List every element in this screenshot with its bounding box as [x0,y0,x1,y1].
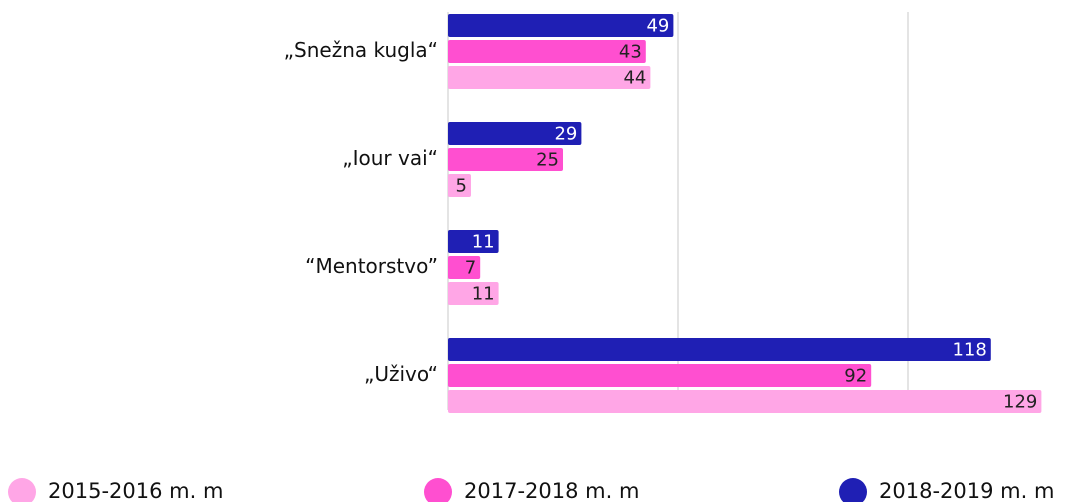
bar [448,282,499,305]
data-label: 25 [536,150,559,171]
bar [448,66,651,89]
legend-label: 2015-2016 m. m [48,479,223,502]
bar [448,256,481,279]
data-label: 5 [456,176,467,197]
bar [448,40,646,63]
legend-label: 2017-2018 m. m [464,479,639,502]
category-label: “Mentorstvo” [305,254,438,278]
bar [448,14,674,37]
bar [448,122,582,145]
data-label: 11 [472,284,495,305]
data-label: 43 [619,42,642,63]
bar [448,364,872,387]
category-label: „Iour vai“ [342,146,438,170]
data-label: 29 [554,124,577,145]
bar [448,174,471,197]
data-label: 44 [623,68,646,89]
data-label: 129 [1003,392,1037,413]
category-label: „Uživo“ [364,362,438,386]
legend-swatch [8,478,36,502]
legend-label: 2018-2019 m. m [879,479,1054,502]
legend-swatch [424,478,452,502]
bar [448,390,1042,413]
bar [448,148,563,171]
bar [448,338,991,361]
legend-swatch [839,478,867,502]
data-label: 49 [646,16,669,37]
data-label: 7 [465,258,476,279]
data-label: 92 [844,366,867,387]
category-label: „Snežna kugla“ [284,38,438,62]
data-label: 118 [952,340,986,361]
bar [448,230,499,253]
data-label: 11 [472,232,495,253]
